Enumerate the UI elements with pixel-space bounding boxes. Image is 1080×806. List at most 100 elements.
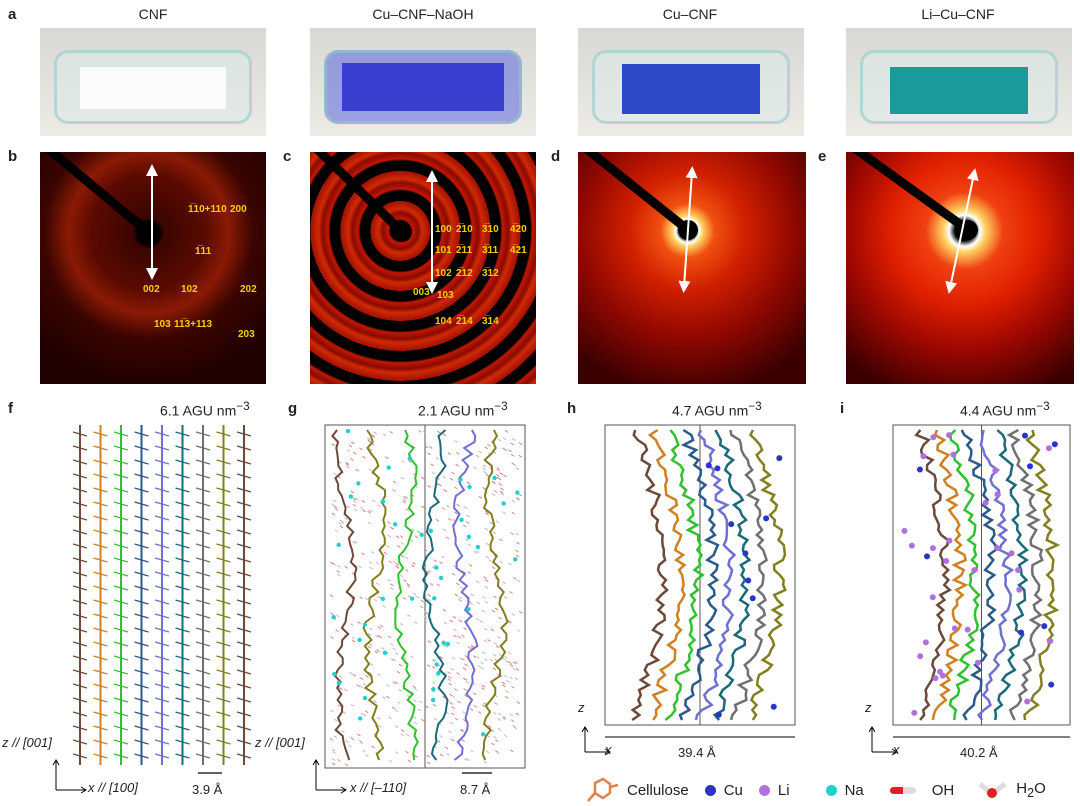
title-cu-cnf-naoh: Cu–CNF–NaOH [372, 6, 474, 22]
cellulose-chain [452, 429, 479, 761]
cellulose-chain [1023, 429, 1061, 721]
peak-label: 3̅14 [482, 316, 499, 327]
cellulose-chain [664, 429, 705, 721]
peak-label: 3̅10 [482, 224, 499, 235]
legend-oh: OH [931, 781, 955, 799]
density-value: 6.1 AGU nm [160, 402, 237, 419]
density-i: 4.4 AGU nm−3 [960, 400, 1050, 419]
density-value: 2.1 AGU nm [418, 402, 495, 419]
z-axis-label-i: z [865, 700, 872, 715]
legend-cu: Cu [723, 781, 743, 799]
beamstop-and-arrow [583, 152, 698, 293]
h2o-sub: 2 [1027, 786, 1035, 800]
beamstop-and-arrow [44, 152, 158, 280]
peak-label: 2̅11 [456, 245, 473, 256]
title-cnf: CNF [138, 6, 168, 22]
na-icon [825, 784, 837, 796]
density-exponent: −3 [1036, 400, 1050, 413]
x-axis-label-f: x // [100] [88, 780, 138, 795]
panel-label-e: e [818, 148, 827, 165]
h2o-h: H [1016, 780, 1028, 797]
density-f: 6.1 AGU nm−3 [160, 400, 250, 419]
xrd-pattern-cu-cnf-naoh: 100 2̅10 3̅10 4̅20 101 2̅11 3̅11 4̅21 102 2̅12 3̅1… [310, 152, 536, 384]
panel-label-g: g [288, 400, 298, 417]
peak-label: 003 [413, 287, 430, 298]
cellulose-chain [421, 429, 449, 761]
panel-label-h: h [567, 400, 577, 417]
title-cu-cnf: Cu–CNF [662, 6, 718, 22]
xrd-pattern-li-cu-cnf [846, 152, 1074, 384]
panel-label-b: b [8, 148, 18, 165]
panel-label-d: d [551, 148, 561, 165]
beamstop-and-arrow [313, 152, 438, 294]
peak-label: 203 [238, 329, 255, 340]
oh-icon [889, 786, 916, 794]
legend-h2o: H2O [1016, 780, 1045, 800]
legend-cellulose: Cellulose [627, 781, 689, 799]
density-exponent: −3 [494, 400, 508, 413]
legend-li: Li [777, 781, 790, 799]
cellulose-chain [678, 428, 720, 721]
cellulose-chain [977, 429, 1015, 721]
cellulose-chain [960, 429, 997, 721]
peak-label: 1̅10+110 [188, 204, 227, 215]
peak-label: 200 [230, 204, 247, 215]
panel-label-f: f [8, 400, 13, 417]
peak-label: 3̅12 [482, 268, 499, 279]
photo-cnf [40, 28, 266, 136]
density-exponent: −3 [748, 400, 762, 413]
panel-label-c: c [283, 148, 292, 165]
photo-li-cu-cnf [846, 28, 1072, 136]
peak-label: 102 [181, 284, 198, 295]
cu-icon [704, 784, 716, 796]
cellulose-chain [331, 429, 358, 761]
density-value: 4.4 AGU nm [960, 402, 1037, 419]
xrd-pattern-cu-cnf [578, 152, 806, 384]
li-icon [758, 784, 770, 796]
cellulose-chain [694, 429, 737, 721]
peak-label: 103 [437, 290, 454, 301]
peak-label: 4̅21 [510, 245, 527, 256]
h2o-o: O [1034, 780, 1046, 797]
panel-label-i: i [840, 400, 845, 417]
cellulose-chain [914, 429, 952, 721]
panel-label-a: a [8, 6, 17, 23]
density-value: 4.7 AGU nm [672, 402, 749, 419]
x-axis-label-i: x [893, 742, 900, 757]
cellulose-chain [394, 429, 419, 761]
xrd-pattern-cnf: 1̅10+110 200 1̅11 002 102 202 103 11̅3+113 203 [40, 152, 266, 384]
peak-label: 002 [143, 284, 160, 295]
beamstop-and-arrow [852, 152, 979, 294]
peak-label: 3̅11 [482, 245, 499, 256]
cellulose-chain [931, 429, 969, 721]
density-h: 4.7 AGU nm−3 [672, 400, 762, 419]
peak-label: 4̅20 [510, 224, 527, 235]
peak-label: 103 [154, 319, 171, 330]
title-li-cu-cnf: Li–Cu–CNF [921, 6, 995, 22]
cellulose-chain [1006, 428, 1044, 721]
legend-na: Na [844, 781, 864, 799]
peak-label: 102 [435, 268, 452, 279]
cellulose-chain [948, 429, 981, 721]
cellulose-icon [587, 777, 619, 802]
cellulose-chain [748, 429, 787, 721]
width-h: 39.4 Å [678, 745, 716, 760]
x-axis-label-g: x // [–110] [350, 780, 407, 795]
cellulose-chain [993, 429, 1029, 721]
peak-label: 101 [435, 245, 452, 256]
axis-text: z // [001] [2, 735, 52, 750]
legend: Cellulose Cu Li Na OH H2O [585, 775, 1046, 805]
peak-label: 2̅10 [456, 224, 473, 235]
cellulose-chain [712, 429, 752, 721]
spacing-f: 3.9 Å [192, 782, 223, 797]
x-axis-label-h: x [605, 742, 612, 757]
density-exponent: −3 [236, 400, 250, 413]
peak-label: 2̅14 [456, 316, 473, 327]
spacing-g: 8.7 Å [460, 782, 491, 797]
peak-label: 100 [435, 224, 452, 235]
peak-label: 104 [435, 316, 452, 327]
width-i: 40.2 Å [960, 745, 998, 760]
cellulose-chain [630, 429, 669, 722]
peak-label: 11̅3+113 [174, 319, 213, 330]
